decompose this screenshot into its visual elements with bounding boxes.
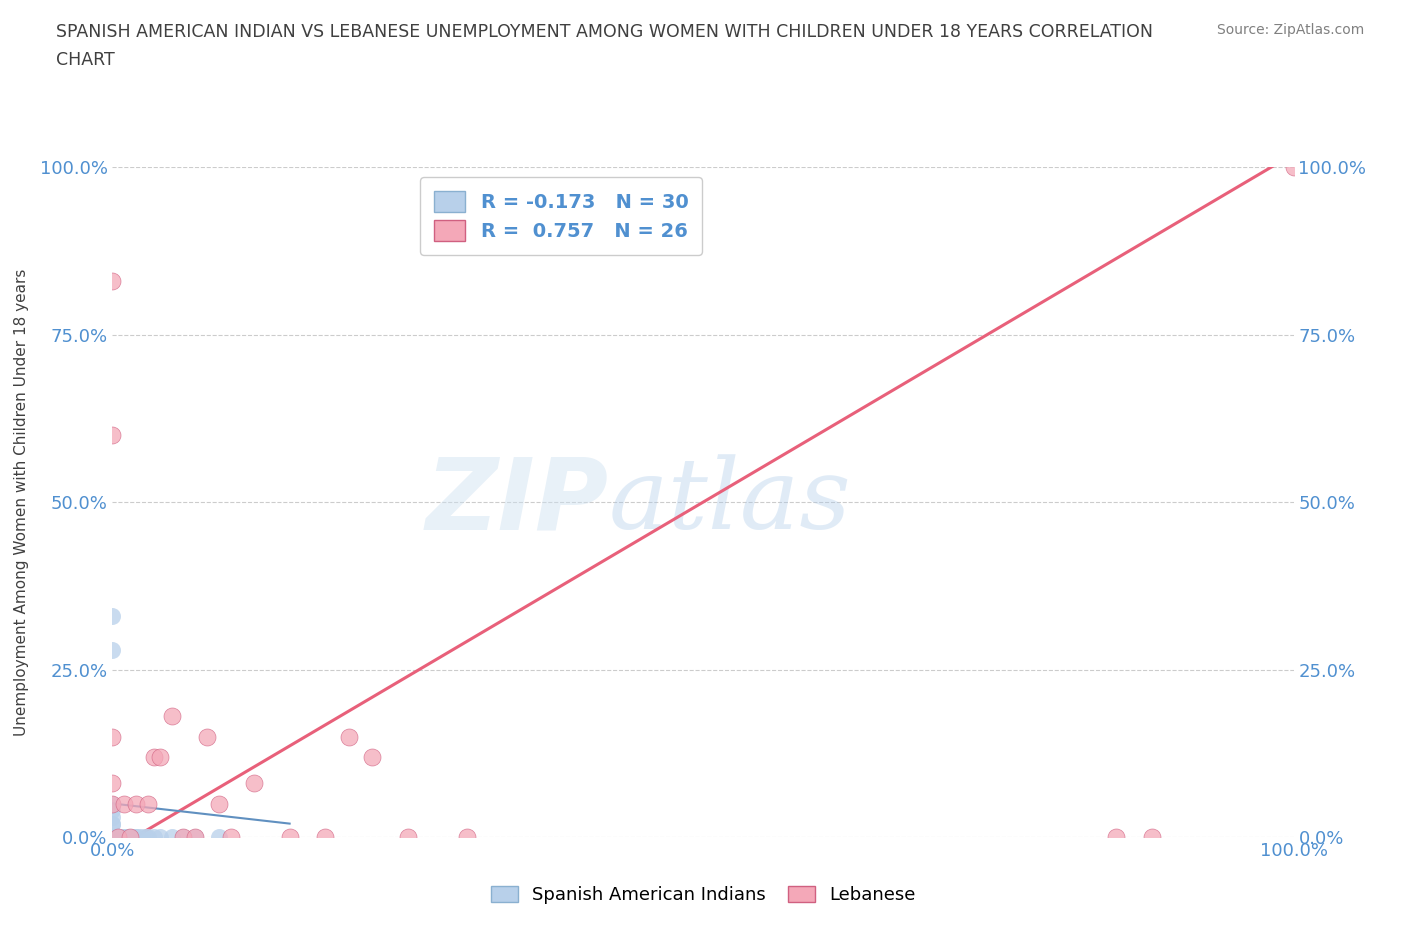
Point [115,830,138,844]
Point [112,796,135,811]
Point [101,830,124,844]
Text: CHART: CHART [56,51,115,69]
Point [184,830,207,844]
Point [101,817,124,831]
Point [107,830,129,844]
Text: Source: ZipAtlas.com: Source: ZipAtlas.com [1216,23,1364,37]
Point [125,830,148,844]
Point [149,750,172,764]
Point [101,796,124,811]
Point [101,830,124,844]
Point [172,830,194,844]
Point [101,803,124,817]
Point [120,830,142,844]
Point [101,809,124,824]
Point [101,428,124,443]
Point [314,830,336,844]
Point [120,830,142,844]
Point [184,830,207,844]
Point [101,830,124,844]
Legend: Spanish American Indians, Lebanese: Spanish American Indians, Lebanese [484,879,922,911]
Point [101,830,124,844]
Point [142,750,165,764]
Point [101,776,124,790]
Point [101,642,124,657]
Point [107,830,129,844]
Point [112,830,135,844]
Point [111,830,134,844]
Point [396,830,419,844]
Legend: R = -0.173   N = 30, R =  0.757   N = 26: R = -0.173 N = 30, R = 0.757 N = 26 [420,177,702,255]
Point [456,830,478,844]
Point [101,830,124,844]
Point [1282,160,1305,175]
Point [101,608,124,623]
Text: SPANISH AMERICAN INDIAN VS LEBANESE UNEMPLOYMENT AMONG WOMEN WITH CHILDREN UNDER: SPANISH AMERICAN INDIAN VS LEBANESE UNEM… [56,23,1153,41]
Point [160,709,183,724]
Point [361,750,384,764]
Point [101,729,124,744]
Point [142,830,165,844]
Point [1140,830,1163,844]
Point [101,830,124,844]
Text: ZIP: ZIP [426,454,609,551]
Point [160,830,183,844]
Point [149,830,172,844]
Point [101,830,124,844]
Point [195,729,218,744]
Point [243,776,266,790]
Text: atlas: atlas [609,455,851,550]
Point [219,830,242,844]
Point [101,830,124,844]
Point [1105,830,1128,844]
Point [101,273,124,288]
Point [122,830,145,844]
Point [208,796,231,811]
Point [278,830,301,844]
Point [337,729,360,744]
Point [127,830,149,844]
Point [135,830,157,844]
Point [136,796,159,811]
Y-axis label: Unemployment Among Women with Children Under 18 years: Unemployment Among Women with Children U… [14,269,28,736]
Point [101,817,124,831]
Point [125,796,148,811]
Point [208,830,231,844]
Point [136,830,159,844]
Point [131,830,153,844]
Point [101,796,124,811]
Point [172,830,194,844]
